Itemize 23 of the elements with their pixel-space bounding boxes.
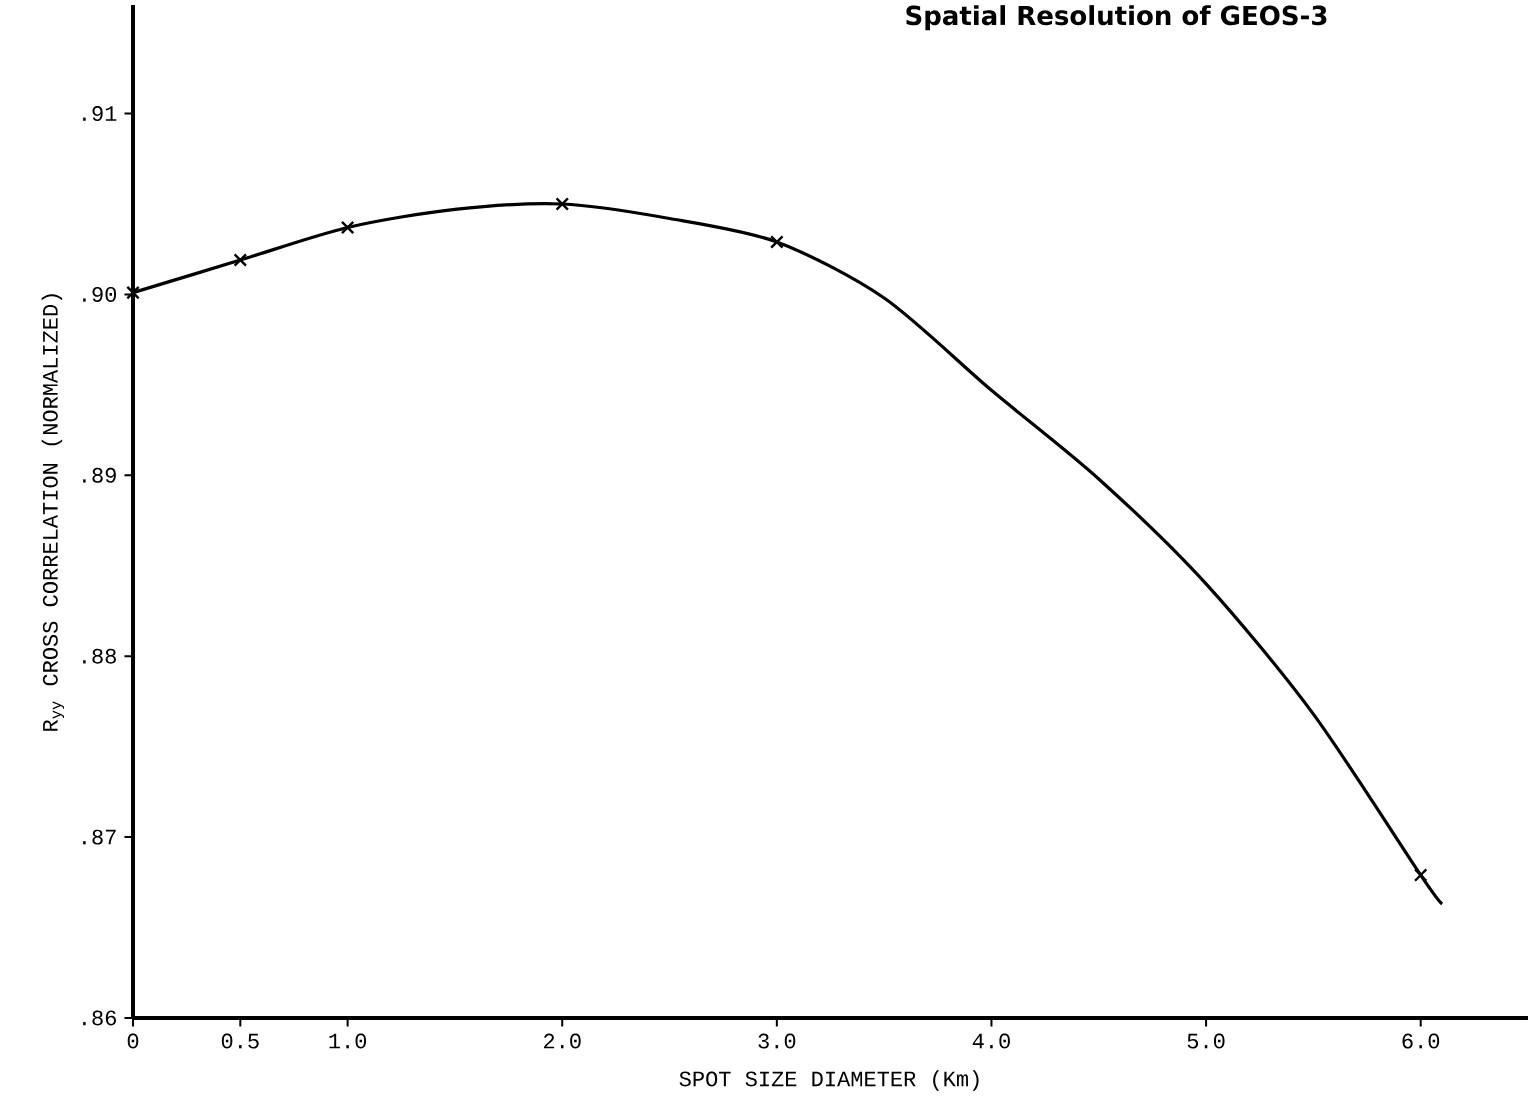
x-tick-label: 0.5 [221, 1033, 259, 1049]
y-tick-label: .90 [83, 286, 117, 302]
x-tick-label: 6.0 [1402, 1033, 1440, 1049]
x-tick-label: 5.0 [1187, 1033, 1225, 1049]
y-tick-label: .89 [83, 467, 116, 483]
y-tick-label: .91 [83, 106, 117, 122]
x-tick-label: 4.0 [972, 1033, 1010, 1049]
x-tick-label: 3.0 [758, 1033, 796, 1049]
y-tick-label: .88 [83, 648, 116, 664]
x-tick-label: 0 [127, 1033, 139, 1049]
y-axis-title: R$_{yy}$ CROSS CORRELATION (NORMALIZED) [41, 294, 65, 731]
y-tick-label: .87 [83, 829, 116, 845]
chart-title: Spatial Resolution of GEOS-3 [906, 5, 1327, 31]
point [340, 220, 355, 235]
point [1413, 868, 1428, 882]
point [769, 235, 784, 249]
point [233, 253, 248, 267]
x-tick-label: 2.0 [543, 1033, 581, 1049]
point [555, 197, 570, 211]
y-tick-label: .86 [83, 1010, 116, 1026]
x-tick-label: 1.0 [329, 1033, 367, 1049]
point [126, 285, 140, 300]
x-axis-title: SPOT SIZE DIAMETER (Km) [679, 1070, 979, 1091]
